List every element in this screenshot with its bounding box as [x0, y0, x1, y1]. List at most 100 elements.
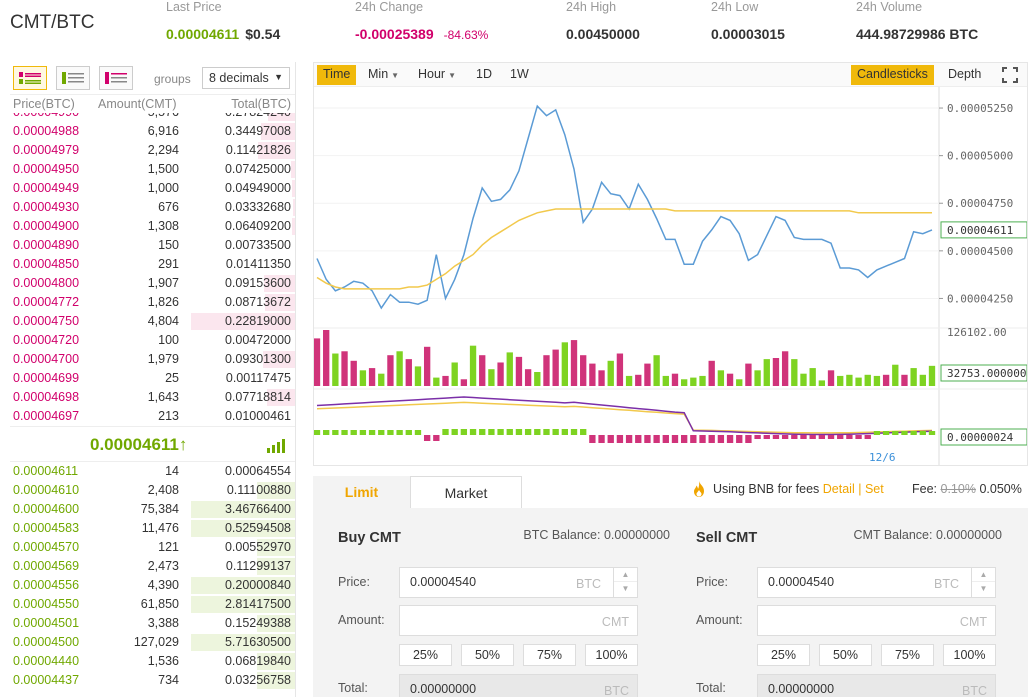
- bid-row[interactable]: 0.00004610 2,408 0.11100880: [10, 481, 295, 500]
- bid-price: 0.00004611: [13, 464, 79, 478]
- ask-row[interactable]: 0.00004750 4,804 0.22819000: [10, 312, 295, 331]
- 1w-button[interactable]: 1W: [510, 67, 529, 81]
- volume-max-label: 126102.00: [947, 326, 1007, 339]
- bid-total: 0.20000840: [224, 578, 291, 592]
- bid-amount: 734: [158, 673, 179, 687]
- sell-75-button[interactable]: 75%: [881, 644, 934, 666]
- sell-100-button[interactable]: 100%: [943, 644, 996, 666]
- volume-bar: [359, 370, 367, 386]
- bid-row[interactable]: 0.00004556 4,390 0.20000840: [10, 576, 295, 595]
- ask-total: 0.07425000: [224, 162, 291, 176]
- tab-market[interactable]: Market: [410, 476, 522, 508]
- tab-limit[interactable]: Limit: [313, 476, 410, 508]
- buy-price-stepper[interactable]: ▲ ▼: [613, 568, 637, 597]
- buy-50-button[interactable]: 50%: [461, 644, 514, 666]
- buy-75-button[interactable]: 75%: [523, 644, 576, 666]
- asks-view-icon: [105, 72, 127, 84]
- chevron-up-icon[interactable]: ▲: [614, 568, 637, 582]
- volume-bar: [662, 375, 669, 386]
- ask-row[interactable]: 0.00004890 150 0.00733500: [10, 236, 295, 255]
- ask-row[interactable]: 0.00004979 2,294 0.11421826: [10, 141, 295, 160]
- macd-histogram-bar: [570, 429, 578, 435]
- bid-total: 0.06819840: [224, 654, 291, 668]
- view-both-button[interactable]: [13, 66, 47, 90]
- price-line: [316, 104, 933, 310]
- ask-row[interactable]: 0.00004988 6,916 0.34497008: [10, 122, 295, 141]
- low-label: 24h Low: [711, 0, 759, 14]
- bid-row[interactable]: 0.00004583 11,476 0.52594508: [10, 519, 295, 538]
- ask-row[interactable]: 0.00004800 1,907 0.09153600: [10, 274, 295, 293]
- volume-stat: 24h Volume 444.98729986 BTC: [856, 0, 978, 44]
- depth-button[interactable]: Depth: [948, 67, 982, 81]
- bid-row[interactable]: 0.00004570 121 0.00552970: [10, 538, 295, 557]
- ask-row[interactable]: 0.00004900 1,308 0.06409200: [10, 217, 295, 236]
- bid-row[interactable]: 0.00004437 734 0.03256758: [10, 671, 295, 690]
- ask-amount: 4,804: [147, 314, 179, 328]
- volume-bar: [387, 355, 394, 386]
- bid-row[interactable]: 0.00004611 14 0.00064554: [10, 462, 295, 481]
- macd-histogram-bar: [506, 429, 513, 435]
- macd-histogram-bar: [387, 430, 394, 435]
- macd-histogram-bar: [350, 430, 357, 435]
- macd-histogram-bar: [524, 429, 532, 435]
- view-bids-button[interactable]: [56, 66, 90, 90]
- ask-row[interactable]: 0.00004850 291 0.01411350: [10, 255, 295, 274]
- sell-25-button[interactable]: 25%: [757, 644, 810, 666]
- view-asks-button[interactable]: [99, 66, 133, 90]
- fullscreen-icon[interactable]: [1002, 67, 1018, 83]
- bid-total: 0.00552970: [224, 540, 291, 554]
- ask-row[interactable]: 0.00004930 676 0.03332680: [10, 198, 295, 217]
- bid-row[interactable]: 0.00004440 1,536 0.06819840: [10, 652, 295, 671]
- volume-bar: [543, 355, 550, 386]
- sell-total-input[interactable]: 0.00000000 BTC: [757, 674, 996, 697]
- bid-row[interactable]: 0.00004501 3,388 0.15249388: [10, 614, 295, 633]
- bid-row[interactable]: 0.00004600 75,384 3.46766400: [10, 500, 295, 519]
- ask-amount: 6,916: [147, 124, 179, 138]
- bid-amount: 11,476: [141, 521, 179, 535]
- buy-25-button[interactable]: 25%: [399, 644, 452, 666]
- hour-dropdown[interactable]: Hour ▼: [412, 65, 462, 85]
- ask-row[interactable]: 0.00004700 1,979 0.09301300: [10, 350, 295, 369]
- buy-price-input[interactable]: 0.00004540 BTC ▲ ▼: [399, 567, 638, 598]
- ask-row[interactable]: 0.00004699 25 0.00117475: [10, 369, 295, 388]
- sell-price-stepper[interactable]: ▲ ▼: [971, 568, 995, 597]
- ask-row[interactable]: 0.00004720 100 0.00472000: [10, 331, 295, 350]
- volume-bar: [396, 351, 403, 386]
- ask-row[interactable]: 0.00004698 1,643 0.07718814: [10, 388, 295, 407]
- buy-total-input[interactable]: 0.00000000 BTC: [399, 674, 638, 697]
- depth-bar: [263, 351, 295, 368]
- buy-100-button[interactable]: 100%: [585, 644, 638, 666]
- decimals-select[interactable]: 8 decimals ▼: [202, 67, 290, 89]
- bid-row[interactable]: 0.00004569 2,473 0.11299137: [10, 557, 295, 576]
- ask-row[interactable]: 0.00004949 1,000 0.04949000: [10, 179, 295, 198]
- depth-bar: [191, 501, 295, 518]
- ask-amount: 1,907: [147, 276, 179, 290]
- ask-row[interactable]: 0.00004950 1,500 0.07425000: [10, 160, 295, 179]
- ask-row[interactable]: 0.00004772 1,826 0.08713672: [10, 293, 295, 312]
- buy-balance: BTC Balance: 0.00000000: [523, 528, 670, 542]
- trade-form: Buy CMT BTC Balance: 0.00000000 Price: 0…: [313, 508, 1028, 697]
- bid-row[interactable]: 0.00004500 127,029 5.71630500: [10, 633, 295, 652]
- sell-50-button[interactable]: 50%: [819, 644, 872, 666]
- 1d-button[interactable]: 1D: [476, 67, 492, 81]
- price-chart[interactable]: 0.00005250 0.00005000 0.00004750 0.00004500…: [314, 87, 1027, 465]
- chevron-down-icon[interactable]: ▼: [621, 584, 630, 593]
- set-link[interactable]: Set: [864, 482, 884, 496]
- sell-panel: Sell CMT CMT Balance: 0.00000000 Price: …: [696, 508, 1028, 697]
- sell-amount-input[interactable]: CMT: [757, 605, 996, 636]
- chevron-down-icon[interactable]: ▼: [979, 584, 988, 593]
- chevron-up-icon[interactable]: ▲: [972, 568, 995, 582]
- candlesticks-button[interactable]: Candlesticks: [851, 65, 934, 85]
- ask-row[interactable]: 0.00004697 213 0.01000461: [10, 407, 295, 426]
- depth-bar: [264, 275, 295, 292]
- sell-percent-buttons: 25% 50% 75% 100%: [757, 644, 996, 666]
- bid-row[interactable]: 0.00004550 61,850 2.81417500: [10, 595, 295, 614]
- sell-price-input[interactable]: 0.00004540 BTC ▲ ▼: [757, 567, 996, 598]
- buy-amount-input[interactable]: CMT: [399, 605, 638, 636]
- ask-row[interactable]: 0.00004990 5,576 0.27824240: [10, 113, 295, 122]
- caret-down-icon: ▼: [274, 72, 283, 82]
- min-dropdown[interactable]: Min ▼: [362, 65, 405, 85]
- depth-bar: [257, 539, 295, 556]
- time-button[interactable]: Time: [317, 65, 357, 85]
- detail-link[interactable]: Detail: [822, 482, 855, 496]
